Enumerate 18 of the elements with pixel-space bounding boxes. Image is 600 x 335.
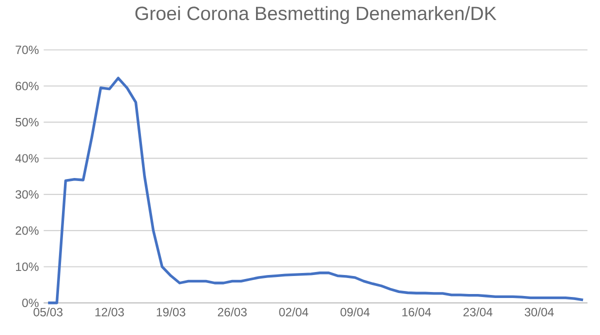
x-tick-label: 16/04	[402, 307, 432, 316]
chart-title: Groei Corona Besmetting Denemarken/DK	[135, 6, 496, 24]
x-tick-label: 30/04	[524, 307, 554, 316]
y-tick-label: 50%	[16, 118, 39, 126]
x-tick-label: 23/04	[463, 307, 492, 316]
y-tick-label: 30%	[16, 190, 39, 199]
y-tick-label: 10%	[16, 262, 39, 271]
x-tick-label: 12/03	[95, 307, 124, 316]
x-tick-label: 19/03	[156, 307, 186, 316]
x-tick-label: 05/03	[34, 307, 63, 316]
x-tick-label: 09/04	[340, 307, 370, 316]
x-tick-label: 02/04	[279, 307, 308, 316]
y-tick-label: 20%	[16, 226, 39, 235]
y-tick-label: 40%	[15, 154, 39, 162]
x-tick-label: 26/03	[218, 307, 247, 316]
y-tick-label: 60%	[16, 82, 39, 90]
y-tick-label: 70%	[16, 46, 39, 54]
y-tick-label: 0%	[22, 298, 39, 307]
